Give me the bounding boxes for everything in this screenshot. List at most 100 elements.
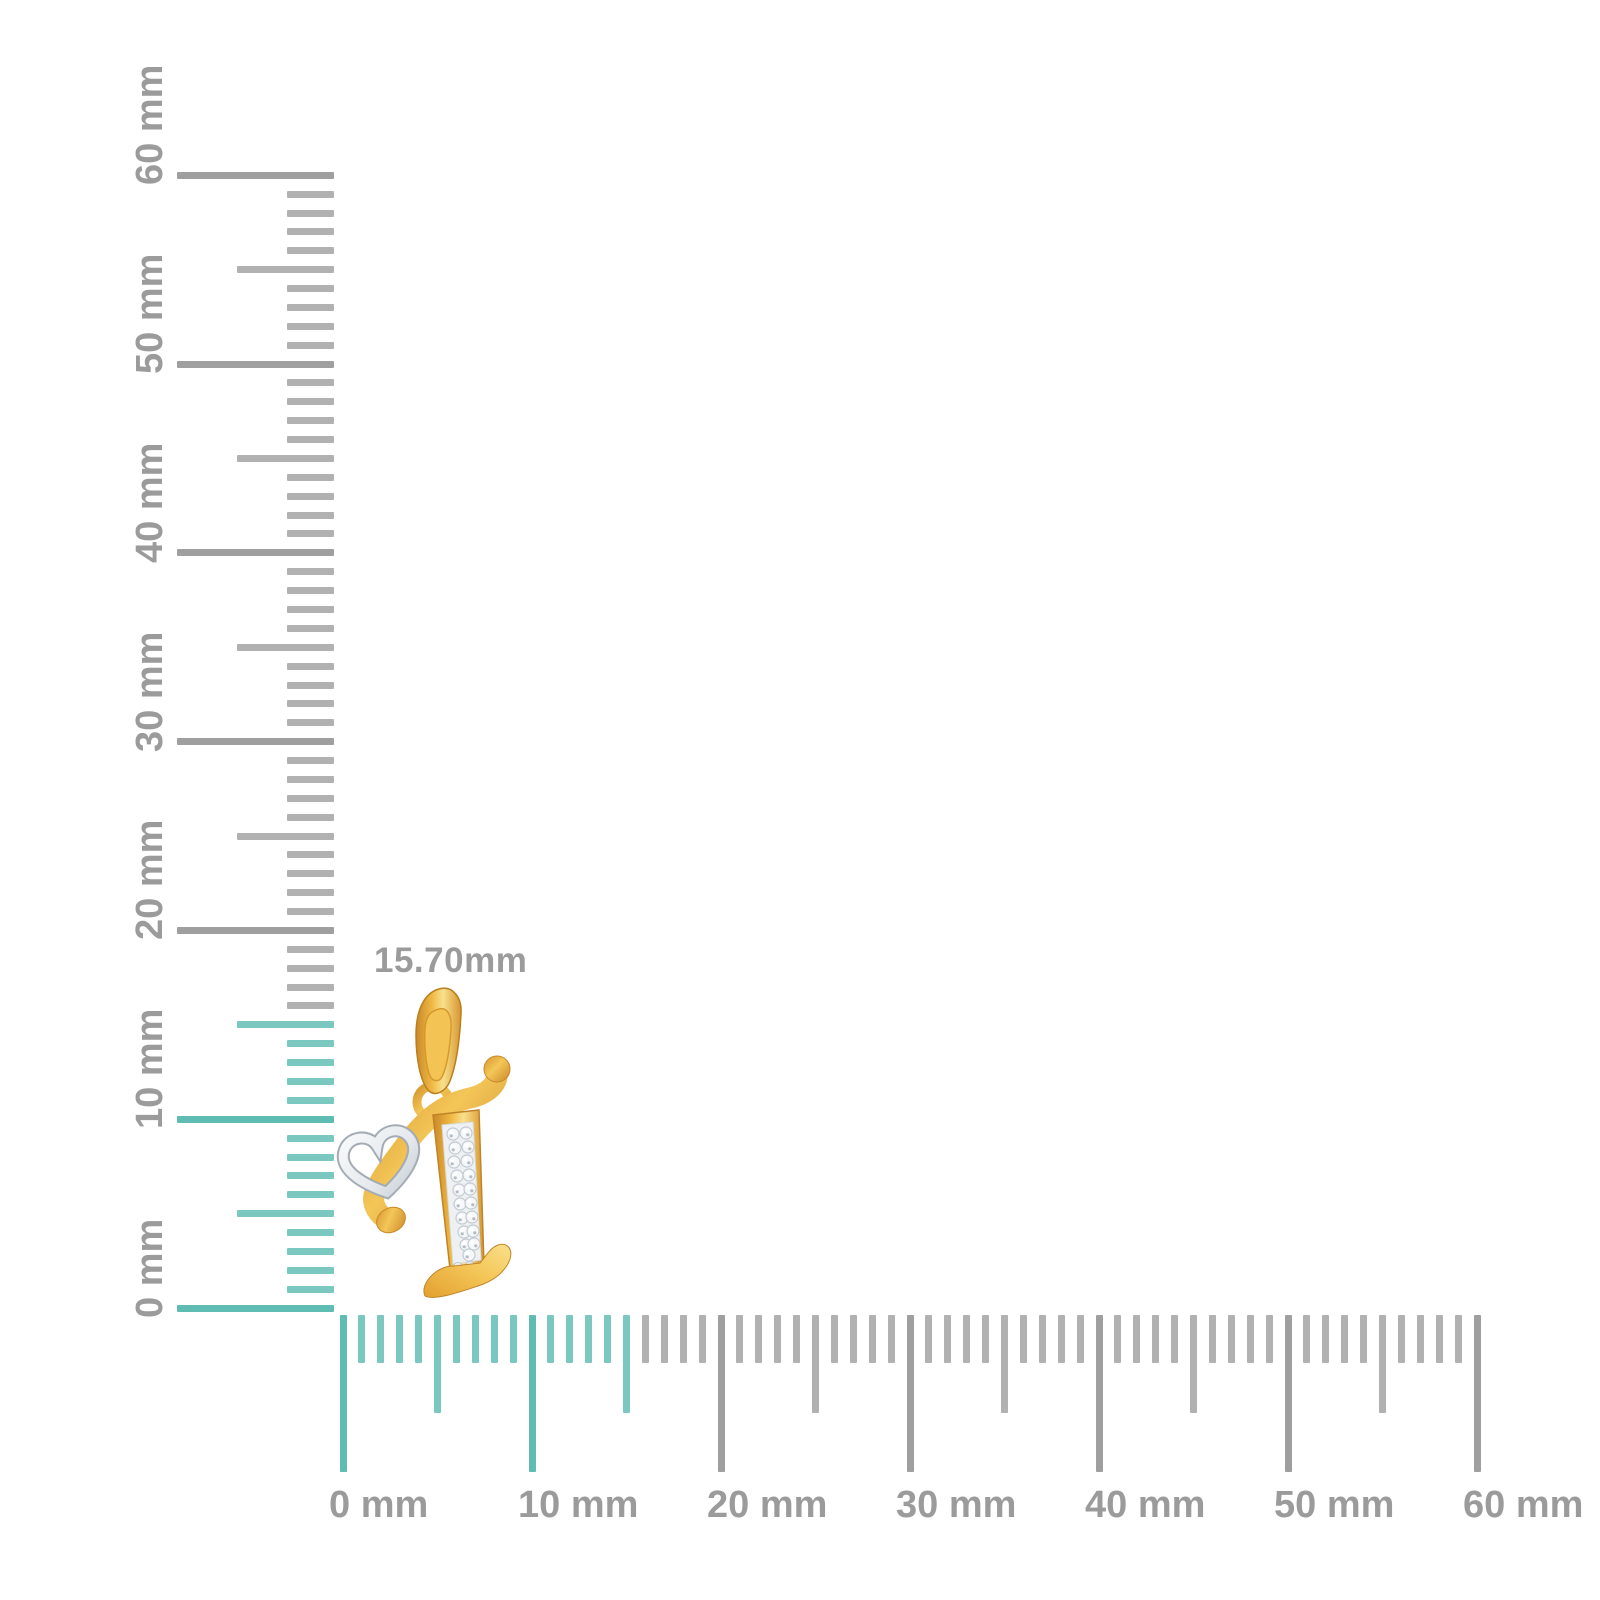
v-ruler-tick-16mm xyxy=(287,1002,334,1010)
h-ruler-tick-24mm xyxy=(793,1315,801,1363)
h-ruler-tick-31mm xyxy=(925,1315,933,1363)
h-ruler-tick-25mm xyxy=(812,1315,819,1413)
h-ruler-tick-54mm xyxy=(1360,1315,1368,1363)
diamond-sparkle xyxy=(464,1143,469,1148)
v-ruler-tick-0mm xyxy=(177,1304,334,1312)
diamond-sparkle xyxy=(455,1186,460,1191)
diamond-sparkle xyxy=(465,1251,470,1256)
diamond-facet-dot xyxy=(449,1134,453,1138)
diamond-stone xyxy=(462,1168,476,1182)
v-ruler-tick-22mm xyxy=(287,889,334,897)
h-ruler-tick-14mm xyxy=(604,1315,612,1363)
v-ruler-tick-40mm xyxy=(177,549,334,557)
h-ruler-tick-3mm xyxy=(396,1315,404,1363)
v-ruler-tick-60mm xyxy=(177,171,334,179)
diamond-stone xyxy=(452,1183,466,1197)
h-ruler-tick-12mm xyxy=(566,1315,574,1363)
h-ruler-tick-55mm xyxy=(1379,1315,1386,1413)
v-ruler-tick-58mm xyxy=(287,209,334,217)
h-ruler-tick-1mm xyxy=(358,1315,366,1363)
v-ruler-tick-57mm xyxy=(287,228,334,236)
v-ruler-tick-10mm xyxy=(177,1115,334,1123)
diamond-stone xyxy=(462,1248,476,1262)
diamond-facet-dot xyxy=(462,1245,466,1249)
v-ruler-label-20mm: 20 mm xyxy=(129,819,171,941)
v-ruler-tick-49mm xyxy=(287,379,334,387)
h-ruler-tick-18mm xyxy=(679,1315,687,1363)
diamond-facet-dot xyxy=(455,1190,459,1194)
diamond-sparkle xyxy=(456,1200,461,1205)
h-ruler-label-30mm: 30 mm xyxy=(896,1484,1017,1526)
h-ruler-tick-29mm xyxy=(887,1315,895,1363)
v-ruler-tick-46mm xyxy=(287,436,334,443)
v-ruler-tick-35mm xyxy=(237,643,334,651)
h-ruler-tick-60mm xyxy=(1473,1315,1481,1472)
h-ruler-tick-58mm xyxy=(1435,1315,1443,1363)
h-ruler-tick-15mm xyxy=(623,1315,630,1413)
diamond-stem xyxy=(432,1109,485,1270)
v-ruler-tick-43mm xyxy=(287,492,334,500)
v-ruler-tick-21mm xyxy=(287,908,334,915)
h-ruler-tick-22mm xyxy=(755,1315,763,1363)
h-ruler-tick-51mm xyxy=(1303,1315,1311,1363)
h-ruler-tick-17mm xyxy=(660,1315,668,1363)
v-ruler-tick-3mm xyxy=(287,1247,334,1255)
diamond-sparkle xyxy=(453,1172,458,1177)
diamond-facet-dot xyxy=(473,1231,477,1235)
h-ruler-tick-36mm xyxy=(1019,1315,1027,1363)
v-ruler-tick-38mm xyxy=(287,587,334,595)
diamond-facet-dot xyxy=(460,1232,464,1236)
diamond-stone xyxy=(465,1210,479,1224)
v-ruler-label-30mm: 30 mm xyxy=(129,631,171,752)
h-ruler-tick-16mm xyxy=(641,1315,649,1363)
h-ruler-tick-52mm xyxy=(1322,1315,1330,1363)
diamond-stone xyxy=(463,1182,477,1196)
v-ruler-tick-15mm xyxy=(237,1021,334,1029)
diamond-sparkle xyxy=(469,1227,474,1232)
diamond-sparkle xyxy=(462,1129,467,1134)
letter-foot xyxy=(423,1243,512,1298)
v-ruler-tick-52mm xyxy=(287,322,334,330)
diamond-facet-dot xyxy=(467,1161,471,1165)
h-ruler-tick-4mm xyxy=(415,1315,423,1363)
h-ruler-tick-7mm xyxy=(471,1315,479,1363)
h-ruler-label-0mm: 0 mm xyxy=(329,1484,429,1526)
h-ruler-label-50mm: 50 mm xyxy=(1274,1484,1395,1526)
h-ruler-tick-35mm xyxy=(1001,1315,1008,1413)
v-ruler-tick-5mm xyxy=(237,1210,334,1218)
h-ruler-label-10mm: 10 mm xyxy=(518,1484,639,1526)
diamond-stone xyxy=(464,1196,478,1210)
diamond-stone xyxy=(460,1154,474,1168)
v-ruler-tick-56mm xyxy=(287,247,334,255)
h-ruler-tick-41mm xyxy=(1114,1315,1122,1363)
v-ruler-tick-18mm xyxy=(287,964,334,972)
diamond-sparkle xyxy=(470,1240,475,1245)
v-ruler-tick-45mm xyxy=(237,454,334,462)
v-ruler-tick-20mm xyxy=(177,926,334,934)
v-ruler-tick-27mm xyxy=(287,794,334,802)
diamond-facet-dot xyxy=(474,1244,478,1248)
v-ruler-label-40mm: 40 mm xyxy=(129,442,171,563)
v-ruler-tick-55mm xyxy=(237,266,334,274)
diamond-facet-dot xyxy=(470,1189,474,1193)
v-ruler-tick-1mm xyxy=(287,1285,334,1293)
v-ruler-tick-28mm xyxy=(287,775,334,783)
v-ruler-tick-2mm xyxy=(287,1266,334,1274)
v-ruler-tick-23mm xyxy=(287,870,334,878)
h-ruler-tick-19mm xyxy=(698,1315,706,1363)
diamond-sparkle xyxy=(466,1185,471,1190)
h-ruler-tick-20mm xyxy=(717,1315,725,1472)
diamond-facet-dot xyxy=(458,1218,462,1222)
diamond-facet-dot xyxy=(453,1176,457,1180)
h-ruler-tick-49mm xyxy=(1265,1315,1273,1363)
diamond-sparkle xyxy=(449,1130,454,1135)
h-ruler-tick-56mm xyxy=(1397,1315,1405,1363)
diamond-stone xyxy=(461,1140,475,1154)
diamond-stone xyxy=(459,1126,473,1140)
h-ruler-tick-34mm xyxy=(982,1315,990,1363)
v-ruler-tick-24mm xyxy=(287,851,334,859)
v-ruler-tick-33mm xyxy=(287,681,334,689)
h-ruler-tick-27mm xyxy=(849,1315,857,1363)
h-ruler-tick-32mm xyxy=(944,1315,952,1363)
h-ruler-tick-48mm xyxy=(1246,1315,1254,1363)
